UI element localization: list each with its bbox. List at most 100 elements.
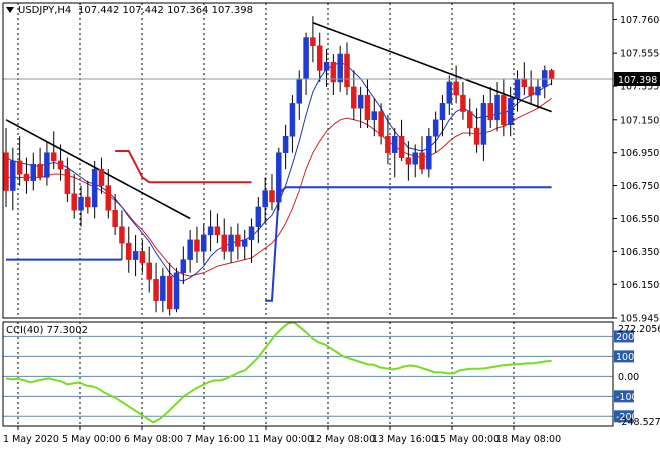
candle-body xyxy=(44,152,50,178)
candle-body xyxy=(412,152,418,165)
candle-body xyxy=(173,272,180,310)
cci-level-label: -100 xyxy=(616,392,638,403)
candle-body xyxy=(398,135,405,158)
candle-body xyxy=(357,94,364,109)
symbol-triangle-icon xyxy=(6,7,14,13)
candle-body xyxy=(371,111,378,121)
candle-body xyxy=(214,226,221,236)
candle-body xyxy=(153,279,159,301)
candle-body xyxy=(501,94,507,125)
candle-body xyxy=(446,81,453,104)
candle-body xyxy=(119,226,125,244)
candle-body xyxy=(364,94,371,121)
candle-body xyxy=(78,196,84,211)
price-axis: 107.760 107.555 107.355 107.150 106.950 106.7… xyxy=(3,15,660,325)
candle-body xyxy=(330,61,337,83)
candle-body xyxy=(467,111,473,129)
candle-body xyxy=(494,94,500,121)
cci-bottom-label: -248.5274 xyxy=(618,417,660,428)
candle-body xyxy=(255,206,262,227)
cci-top-label: 272.2056 xyxy=(618,324,660,335)
time-tick-label: 18 May 08:00 xyxy=(496,434,561,445)
candle-body xyxy=(419,152,425,170)
time-tick-label: 6 May 08:00 xyxy=(124,434,183,445)
candle-body xyxy=(139,251,146,264)
ohlc-label: 107.442 107.442 107.364 107.398 xyxy=(78,5,253,16)
cci-level-label: -200 xyxy=(616,412,638,423)
price-tick-label: 106.150 xyxy=(620,280,659,291)
candle-body xyxy=(289,103,296,137)
candle-body xyxy=(37,163,43,178)
price-tick-label: 107.760 xyxy=(620,15,659,26)
candle-body xyxy=(85,196,91,208)
candle-body xyxy=(432,119,439,137)
candle-body xyxy=(3,152,9,191)
candle-body xyxy=(385,135,391,153)
candle-body xyxy=(160,275,166,301)
candle-body xyxy=(282,135,289,153)
candle-body xyxy=(194,239,200,252)
price-tick-label: 106.350 xyxy=(620,247,659,258)
candle-body xyxy=(426,135,432,170)
candle-body xyxy=(201,234,207,252)
cci-level-label: 100 xyxy=(616,352,634,363)
candle-body xyxy=(30,163,37,181)
cci-level-box xyxy=(614,410,634,423)
candle-body xyxy=(112,210,118,227)
cci-grid xyxy=(3,322,613,426)
candle-body xyxy=(132,251,139,260)
candle-body xyxy=(187,239,193,260)
time-tick-label: 7 May 16:00 xyxy=(186,434,245,445)
candle-body xyxy=(23,173,30,181)
main-frame xyxy=(2,2,614,319)
candle-body xyxy=(507,98,514,125)
candle-body xyxy=(480,103,487,145)
candle-body xyxy=(248,226,255,241)
price-tick-label: 107.355 xyxy=(620,82,659,93)
candle-body xyxy=(91,168,98,208)
current-price-label: 107.398 xyxy=(618,75,657,86)
cci-level-box xyxy=(614,330,634,343)
candle-body xyxy=(50,152,57,162)
time-tick-label: 5 May 00:00 xyxy=(62,434,121,445)
candle-body xyxy=(548,70,555,79)
price-tick-label: 107.150 xyxy=(620,115,659,126)
candle-body xyxy=(351,86,357,109)
candle-body xyxy=(323,61,330,71)
candle-body xyxy=(528,86,534,96)
time-tick-label: 15 May 00:00 xyxy=(434,434,499,445)
candle-body xyxy=(460,94,466,112)
segment-3 xyxy=(265,186,552,302)
segment-1 xyxy=(312,21,552,113)
candle-body xyxy=(98,168,105,186)
cci-level-label: 200 xyxy=(616,332,634,343)
candle-body xyxy=(180,259,187,274)
main-grid xyxy=(17,3,515,318)
cci-level-box xyxy=(614,350,634,363)
cci-level-box xyxy=(614,390,634,403)
candle-body xyxy=(535,86,541,96)
time-tick-label: 13 May 16:00 xyxy=(372,434,437,445)
candle-body xyxy=(296,78,303,104)
candle-body xyxy=(10,160,16,191)
candle-body xyxy=(228,234,234,252)
cci-level-label: 0.00 xyxy=(618,372,639,383)
time-tick-label: 11 May 00:00 xyxy=(248,434,313,445)
candle-body xyxy=(453,81,459,96)
cci-frame xyxy=(2,321,614,427)
price-tick-label: 106.750 xyxy=(620,181,659,192)
candle-body xyxy=(126,242,132,260)
cci-label: CCI(40) 77.3002 xyxy=(6,325,88,336)
candle-body xyxy=(269,190,275,203)
candle-body xyxy=(303,37,309,79)
time-tick-label: 12 May 08:00 xyxy=(310,434,375,445)
time-axis: 1 May 2020 5 May 00:00 6 May 08:00 7 May 16… xyxy=(3,426,561,445)
candle-body xyxy=(276,152,282,203)
candle-body xyxy=(166,275,173,310)
candle-body xyxy=(221,234,227,252)
price-tick-label: 105.945 xyxy=(620,314,659,325)
candle-body xyxy=(514,78,521,99)
candle-body xyxy=(241,239,248,247)
candle-body xyxy=(16,160,23,175)
